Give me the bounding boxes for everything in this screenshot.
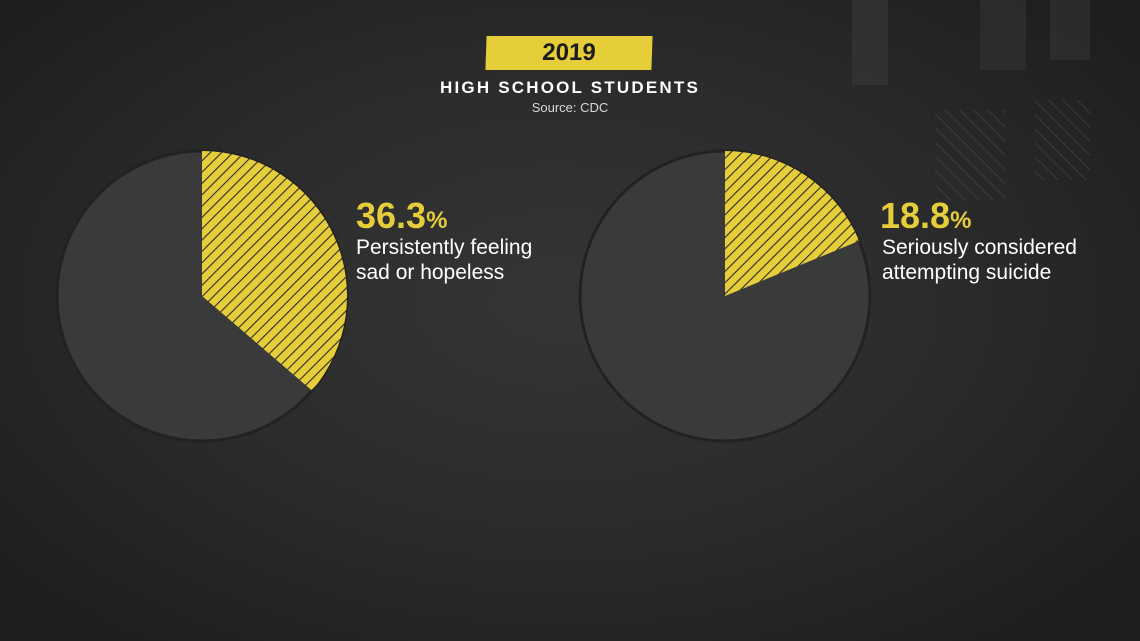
pie-2-value: 18.8%: [880, 195, 972, 236]
pie-chart-sad-hopeless: [55, 149, 349, 443]
source-label: Source: CDC: [531, 100, 609, 115]
pie-highlight-slice: [725, 151, 860, 296]
pie-chart-considered-suicide: [578, 149, 872, 443]
chart-subtitle: HIGH SCHOOL STUDENTS: [440, 78, 700, 97]
pie-1-label-line2: sad or hopeless: [356, 261, 505, 284]
pie-2-label-line2: attempting suicide: [882, 261, 1052, 284]
pie-1-value: 36.3%: [356, 195, 448, 236]
pie-2-label-line1: Seriously considered: [882, 236, 1077, 259]
pie-1-label-line1: Persistently feeling: [356, 236, 533, 259]
pie-highlight-slice: [202, 151, 347, 391]
